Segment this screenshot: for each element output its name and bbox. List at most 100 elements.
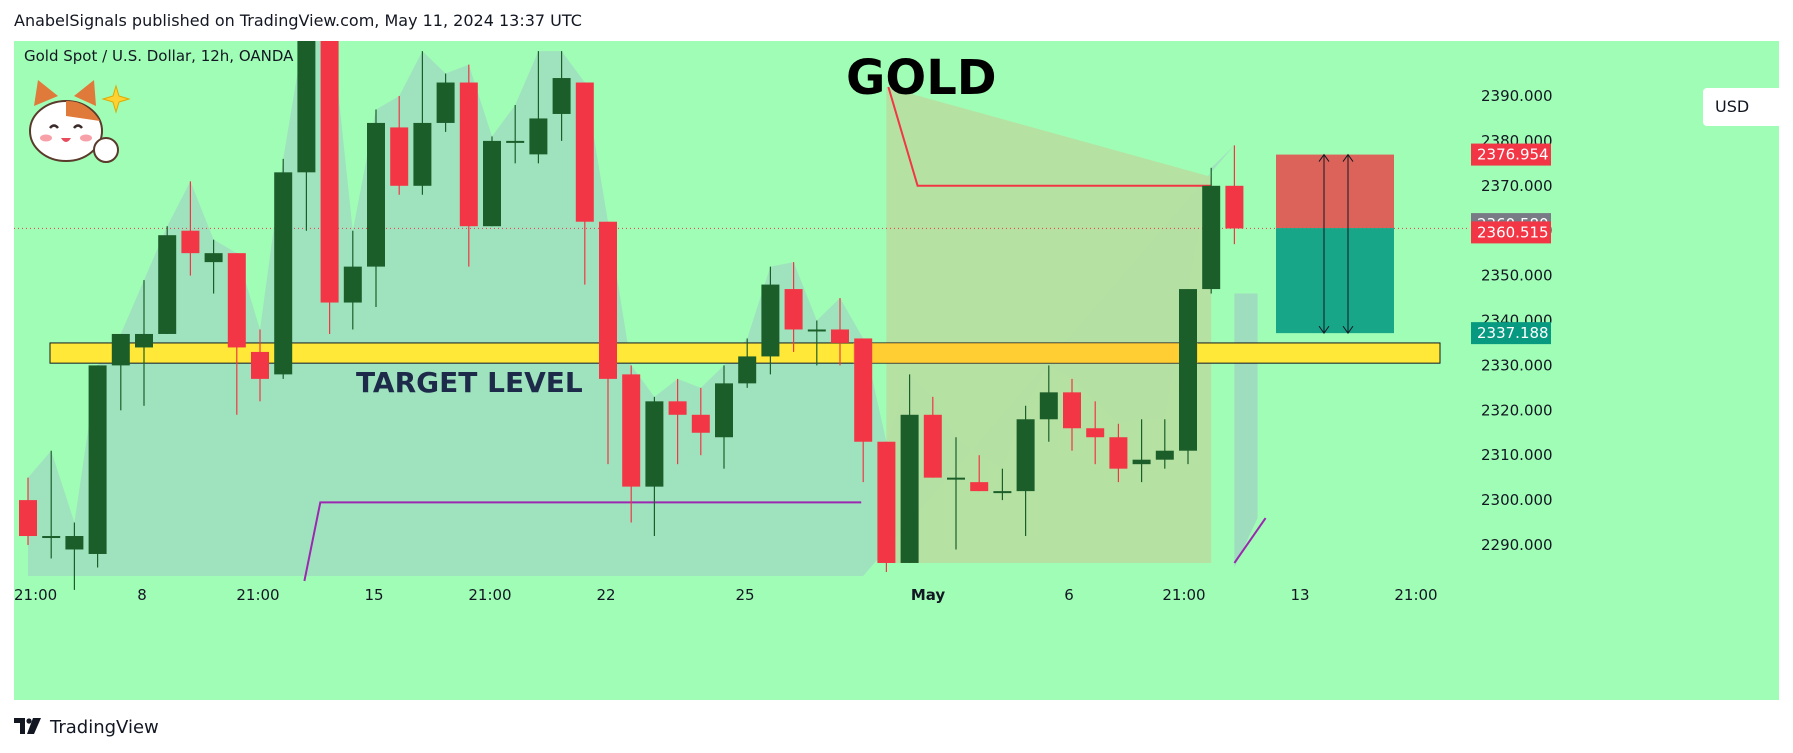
candle-up	[1132, 459, 1151, 465]
candle-up	[552, 78, 571, 114]
candle-up	[715, 383, 733, 438]
price-tick-label: 2290.000	[1481, 536, 1553, 554]
candle-down	[854, 338, 873, 442]
time-tick-label: May	[911, 586, 946, 604]
footer-brand-text: TradingView	[50, 716, 159, 738]
candle-up	[1179, 289, 1197, 451]
time-tick-label: 21:00	[468, 586, 511, 604]
price-tick-label: 2320.000	[1481, 401, 1553, 419]
candle-down	[181, 230, 200, 254]
price-tick-label: 2350.000	[1481, 267, 1553, 285]
candle-up	[88, 365, 107, 554]
candle-down	[1086, 428, 1105, 438]
candle-up	[645, 401, 664, 487]
candles	[19, 41, 1244, 590]
candle-down	[459, 82, 478, 227]
candle-up	[947, 477, 965, 480]
price-tick-label: 2390.000	[1481, 87, 1553, 105]
candle-up	[436, 82, 455, 123]
candle-down	[668, 401, 687, 415]
candle-up	[1039, 392, 1058, 420]
target-band-overlap	[853, 342, 1198, 364]
time-tick-label: 6	[1064, 586, 1074, 604]
candle-up	[993, 491, 1012, 494]
candle-down	[622, 374, 641, 487]
time-tick-label: 21:00	[1162, 586, 1205, 604]
purple-trend-line-right	[1233, 517, 1267, 564]
candle-down	[320, 41, 339, 303]
time-tick-label: 22	[596, 586, 615, 604]
chart-title-gold: GOLD	[846, 50, 997, 106]
candle-down	[575, 82, 594, 222]
candle-up	[1016, 419, 1035, 492]
candle-up	[158, 235, 177, 334]
time-tick-label: 21:00	[1394, 586, 1437, 604]
price-marker-badge	[1471, 143, 1551, 166]
tradingview-logo-icon	[14, 718, 41, 734]
candle-up	[506, 140, 525, 143]
position-tool[interactable]	[1276, 153, 1394, 334]
candle-down	[1225, 185, 1244, 229]
candle-up	[1202, 185, 1221, 290]
currency-selector[interactable]: USD	[1703, 88, 1786, 126]
candle-up	[900, 414, 919, 563]
symbol-label: Gold Spot / U.S. Dollar, 12h, OANDA	[24, 47, 294, 65]
projection-area-fill	[886, 87, 1212, 563]
stop-loss-zone	[1276, 154, 1394, 229]
candle-up	[111, 333, 130, 366]
price-marker-text: 2360.515	[1477, 223, 1549, 241]
time-tick-label: 15	[364, 586, 383, 604]
candle-up	[529, 118, 548, 155]
candle-up	[204, 253, 223, 263]
price-marker-text: 2376.954	[1477, 146, 1549, 164]
candle-down	[19, 500, 37, 537]
candle-up	[413, 122, 432, 186]
price-marker-badge	[1471, 221, 1551, 244]
candle-up	[367, 122, 385, 267]
price-marker-badge	[1471, 322, 1551, 345]
candle-up	[297, 41, 316, 173]
red-resistance-line	[887, 86, 1212, 187]
time-tick-label: 21:00	[14, 586, 57, 604]
candle-down	[390, 127, 409, 186]
candle-down	[877, 441, 896, 563]
candle-up	[135, 333, 153, 348]
cat-mascot-icon	[29, 80, 131, 163]
candlestick-chart[interactable]: 2390.0002380.0002370.0002360.0002350.000…	[14, 41, 1779, 700]
price-tick-label: 2300.000	[1481, 491, 1553, 509]
time-axis: 21:00 8 21:00 15 21:00 22 25 May 6 21:00 13 21:00	[14, 586, 1438, 604]
candle-down	[923, 414, 942, 478]
candle-down	[784, 289, 803, 330]
price-tick-label: 2310.000	[1481, 446, 1553, 464]
price-tick-label: 2370.000	[1481, 177, 1553, 195]
arrow-head-down	[1342, 325, 1354, 334]
publish-info-header: AnabelSignals published on TradingView.c…	[14, 11, 582, 30]
chart-text: Gold Spot / U.S. Dollar, 12h, OANDA GOLD T…	[24, 47, 997, 399]
candle-down	[599, 221, 617, 379]
footer-brand: TradingView	[14, 716, 159, 738]
candle-up	[483, 140, 501, 227]
candle-down	[691, 414, 710, 433]
candle-down	[251, 351, 269, 379]
time-tick-label: 25	[735, 586, 754, 604]
purple-trend-line	[303, 501, 862, 582]
arrow-head-down	[1318, 325, 1330, 334]
candle-up	[343, 266, 362, 303]
candle-up	[274, 172, 293, 375]
candle-down	[831, 329, 849, 343]
price-axis: 2390.0002380.0002370.0002360.0002350.000…	[1471, 87, 1553, 554]
price-marker-text: 2337.188	[1477, 324, 1549, 342]
candle-down	[1063, 392, 1081, 429]
candle-up	[807, 329, 826, 332]
candle-down	[970, 482, 989, 492]
chart-area[interactable]: 2390.0002380.0002370.0002360.0002350.000…	[14, 41, 1786, 700]
time-tick-label: 13	[1290, 586, 1309, 604]
candle-up	[738, 356, 757, 384]
take-profit-zone	[1276, 228, 1394, 334]
arrow-head-up	[1318, 153, 1330, 162]
price-tick-label: 2330.000	[1481, 356, 1553, 374]
time-tick-label: 21:00	[236, 586, 279, 604]
candle-down	[1109, 437, 1128, 469]
target-level-label: TARGET LEVEL	[356, 366, 583, 399]
candle-up	[761, 284, 780, 357]
